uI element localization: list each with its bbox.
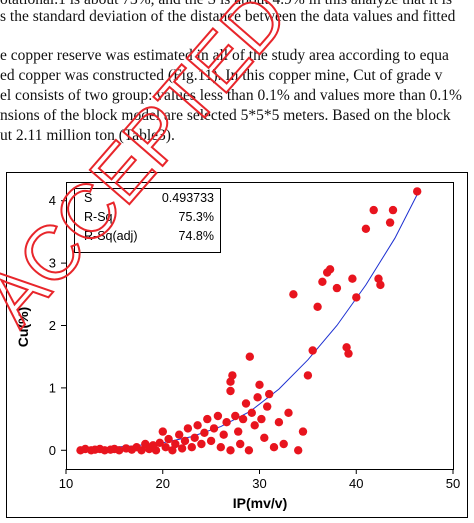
data-point xyxy=(245,352,254,361)
data-point xyxy=(279,439,288,449)
data-point xyxy=(177,444,187,453)
data-point xyxy=(284,408,293,417)
y-axis-label: Cu(%) xyxy=(15,307,31,347)
stats-value: 74.8% xyxy=(179,229,214,243)
data-point xyxy=(332,283,342,293)
paper-line: otational.1 is about 73%, and the S is a… xyxy=(0,0,452,9)
data-point xyxy=(313,302,322,311)
data-point xyxy=(348,274,357,283)
data-point xyxy=(222,418,231,427)
data-point xyxy=(216,443,225,452)
data-point xyxy=(171,439,180,449)
data-point xyxy=(344,349,353,358)
data-point xyxy=(231,411,240,421)
data-point xyxy=(228,371,237,380)
stats-box: S 0.493733 R-Sq 75.3% R-Sq(adj) 74.8% xyxy=(74,188,221,253)
data-point xyxy=(308,346,317,355)
data-point xyxy=(263,402,272,411)
data-point xyxy=(255,380,264,389)
data-point xyxy=(250,421,259,430)
data-point xyxy=(200,428,209,437)
data-point xyxy=(269,443,279,452)
data-point xyxy=(325,265,335,274)
data-point xyxy=(175,430,184,439)
stats-label: R-Sq xyxy=(84,210,113,224)
paper-line: nsions of the block model are selected 5… xyxy=(0,107,451,124)
data-point xyxy=(247,408,256,417)
scatter-chart: 10 20 30 40 50 0 1 2 3 4 S 0.493733 R-Sq 75.3% R-Sq(a… xyxy=(6,172,468,518)
data-point xyxy=(158,427,167,436)
data-point xyxy=(257,414,266,424)
x-tick-label: 10 xyxy=(59,476,73,491)
data-point xyxy=(376,280,385,290)
data-point xyxy=(183,424,193,433)
data-point xyxy=(209,424,219,433)
data-point xyxy=(352,293,361,302)
data-point xyxy=(234,427,243,436)
paper-line: el consists of two group: values less th… xyxy=(0,87,462,104)
x-tick-label: 40 xyxy=(349,476,363,491)
chart-svg: 10 20 30 40 50 0 1 2 3 4 S 0.493733 R-Sq 75.3% R-Sq(a… xyxy=(6,172,468,518)
paper-line: ed copper was constructed (Fig.11). In t… xyxy=(0,67,443,84)
y-tick-label: 4 xyxy=(49,193,56,208)
stats-box-frame xyxy=(74,188,221,253)
data-point xyxy=(180,436,190,446)
paper-line: s the standard deviation of the distance… xyxy=(0,8,456,25)
data-point xyxy=(236,439,245,449)
data-point xyxy=(253,393,262,402)
paper-line: ut 2.11 million ton (Table3). xyxy=(0,127,175,144)
stats-label: R-Sq(adj) xyxy=(84,229,138,243)
y-tick-label: 0 xyxy=(49,443,56,458)
data-point xyxy=(137,446,146,455)
data-point xyxy=(241,399,251,408)
data-point xyxy=(151,446,161,455)
data-point xyxy=(219,430,228,439)
data-point xyxy=(303,371,313,380)
data-point xyxy=(213,411,223,421)
x-tick-label: 30 xyxy=(252,476,266,491)
data-point xyxy=(318,277,327,286)
data-point xyxy=(260,433,269,442)
data-point xyxy=(168,446,177,455)
data-point xyxy=(289,290,298,299)
data-point xyxy=(226,446,235,455)
stats-value: 75.3% xyxy=(179,210,214,224)
data-point xyxy=(164,434,173,444)
data-point xyxy=(226,386,235,396)
x-tick-label: 50 xyxy=(446,476,460,491)
x-axis-label: IP(mv/v) xyxy=(233,495,287,511)
data-point xyxy=(413,187,422,196)
y-tick-label: 1 xyxy=(49,380,56,395)
data-point xyxy=(298,427,308,436)
data-point xyxy=(244,446,254,455)
data-point xyxy=(187,443,196,452)
data-point xyxy=(238,414,248,424)
stats-label: S xyxy=(84,191,92,205)
data-point xyxy=(115,446,124,455)
data-point xyxy=(206,436,216,446)
data-point xyxy=(385,218,395,227)
data-point xyxy=(274,418,284,427)
data-point xyxy=(369,205,378,215)
data-point xyxy=(193,421,202,430)
data-point xyxy=(388,205,398,215)
paper-line: e copper reserve was estimated in all of… xyxy=(0,47,449,64)
stats-value: 0.493733 xyxy=(162,191,214,205)
y-tick-label: 2 xyxy=(49,318,56,333)
data-point xyxy=(361,224,371,233)
data-point xyxy=(155,438,164,447)
data-point xyxy=(197,439,206,449)
data-point xyxy=(161,443,170,452)
data-point xyxy=(342,343,351,352)
data-point xyxy=(226,377,235,386)
data-point xyxy=(190,433,199,442)
x-tick-label: 20 xyxy=(156,476,170,491)
data-point xyxy=(203,414,212,424)
data-point xyxy=(265,389,274,399)
y-tick-label: 3 xyxy=(49,256,56,271)
data-point xyxy=(294,446,303,455)
